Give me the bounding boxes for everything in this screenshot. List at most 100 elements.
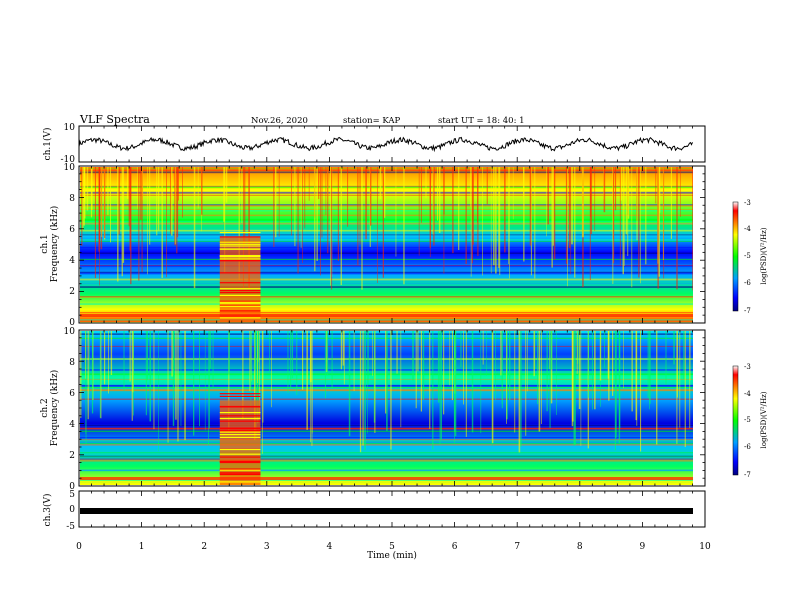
low-freq-band (80, 314, 693, 317)
x-tick-label: 6 (452, 542, 458, 552)
spectral-spike (126, 167, 129, 199)
spectral-spike (527, 331, 528, 392)
spectral-spike (568, 167, 571, 248)
burst-stripe (219, 461, 261, 464)
spectral-spike (640, 167, 641, 284)
spectral-spike (291, 167, 292, 236)
spectral-band (80, 252, 693, 254)
spectral-spike (565, 167, 568, 264)
spectral-spike (438, 167, 441, 233)
spectral-spike (684, 331, 686, 447)
spectral-spike (420, 167, 422, 223)
spectral-spike (620, 167, 622, 201)
spectral-spike (415, 331, 417, 409)
spectral-spike (676, 167, 678, 290)
y-tick-label: -5 (66, 522, 75, 532)
burst-stripe (219, 303, 261, 305)
spectral-spike (676, 331, 678, 398)
spectral-spike (443, 167, 445, 215)
spectral-spike (170, 167, 172, 234)
spectral-spike (271, 331, 272, 408)
spectral-spike (90, 167, 93, 218)
colorbar-tick: -3 (744, 199, 751, 207)
spectral-band (80, 264, 693, 266)
spectral-spike (330, 167, 331, 286)
spectral-spike (482, 167, 483, 276)
spectral-spike (257, 331, 258, 384)
spectral-spike (172, 331, 175, 426)
burst-stripe (219, 448, 261, 451)
y-tick-label: 10 (64, 163, 76, 173)
spectral-spike (370, 167, 372, 226)
spectral-band (80, 185, 693, 187)
burst-stripe (219, 245, 261, 247)
spectral-spike (149, 331, 151, 422)
spectral-spike (429, 167, 431, 248)
spectral-spike (296, 331, 298, 395)
spectral-spike (656, 331, 658, 445)
spectral-spike (254, 331, 256, 440)
spectral-spike (588, 331, 589, 398)
spectral-band (80, 240, 693, 242)
spectral-spike (592, 331, 593, 410)
spectral-band (80, 204, 693, 206)
colorbar-tick: -4 (744, 390, 751, 398)
spectral-spike (278, 167, 280, 237)
spectral-band (80, 195, 693, 196)
spectral-spike (518, 331, 521, 453)
spectral-spike (420, 331, 422, 412)
spectral-spike (615, 331, 617, 438)
spectral-spike (161, 167, 163, 278)
spectral-spike (310, 331, 312, 383)
spectral-spike (311, 331, 313, 446)
spectral-spike (631, 167, 633, 288)
axis-ticks (78, 126, 706, 527)
spectral-spike (649, 331, 651, 404)
burst-stripe (219, 243, 261, 245)
spectral-spike (342, 331, 344, 366)
burst-stripe (219, 430, 261, 432)
spectral-spike (486, 167, 488, 205)
spectral-spike (244, 167, 246, 245)
spectral-spike (491, 331, 494, 444)
spectral-spike (340, 167, 342, 286)
spectral-spike (242, 331, 244, 419)
spectral-spike (509, 167, 510, 279)
y-tick-label: 0 (69, 318, 75, 328)
spectral-spike (636, 167, 638, 241)
spectral-spike (647, 331, 649, 399)
spectral-spike (463, 331, 464, 405)
x-tick-labels: 0 1 2 3 4 5 6 7 8 9 10 (76, 542, 711, 552)
spectral-spike (506, 331, 507, 424)
low-freq-band (80, 477, 693, 480)
spectral-spike (182, 167, 183, 218)
burst-stripe (219, 428, 261, 430)
spectral-spike (89, 331, 90, 394)
y-tick-label: 8 (69, 358, 75, 368)
spectral-spike (657, 167, 659, 289)
spectral-spike (174, 167, 176, 245)
spectral-spike (199, 331, 200, 427)
spectral-spike (645, 167, 647, 265)
spectral-spike (302, 167, 303, 263)
spectral-band (80, 319, 693, 321)
spectral-spike (512, 167, 514, 220)
spectral-spike (589, 167, 591, 280)
spectral-spike (443, 331, 445, 415)
spectral-spike (465, 331, 467, 437)
burst-region (219, 236, 261, 323)
ch1-colorbar-label: log(PSD)(V²/Hz) (760, 227, 768, 284)
spectral-spike (454, 331, 457, 437)
spectral-band (80, 222, 693, 225)
spectral-spike (400, 331, 402, 428)
spectral-spike (361, 167, 363, 290)
burst-stripe (219, 420, 261, 422)
spectral-spike (121, 167, 123, 277)
spectral-spike (300, 167, 302, 248)
x-axis-label: Time (min) (367, 550, 417, 561)
ch2-colorbar (732, 365, 739, 476)
spectral-spike (525, 331, 527, 436)
spectral-spike (453, 331, 456, 432)
spectral-spike (574, 167, 576, 278)
spectral-spike (594, 331, 596, 410)
